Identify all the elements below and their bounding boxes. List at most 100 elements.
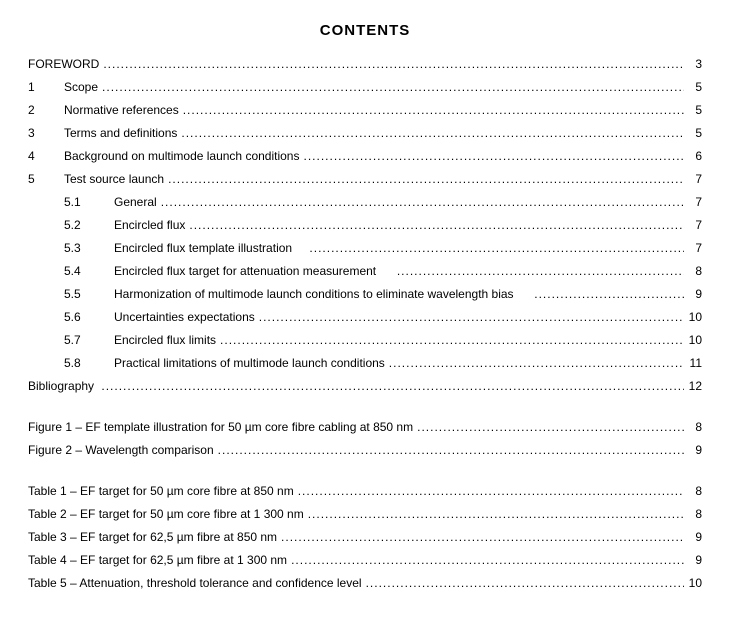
toc-label: Encircled flux template illustration [114,241,309,256]
leader-dots [102,80,684,95]
toc-label: Table 4 – EF target for 62,5 µm fibre at… [28,553,291,568]
toc-page: 10 [684,310,702,325]
toc-label: Figure 1 – EF template illustration for … [28,420,417,435]
toc-page: 5 [684,80,702,95]
toc-label: Encircled flux [114,218,189,233]
toc-number: 3 [28,126,64,141]
spacer [28,466,702,484]
toc-number: 5.3 [64,241,114,256]
toc-entry: 5Test source launch7 [28,172,702,187]
toc-page: 7 [684,195,702,210]
leader-dots [259,310,684,325]
toc-label: Test source launch [64,172,168,187]
leader-dots [309,241,684,256]
leader-dots [181,126,684,141]
toc-label: Table 3 – EF target for 62,5 µm fibre at… [28,530,281,545]
toc-entry: Table 2 – EF target for 50 µm core fibre… [28,507,702,522]
toc-entry: 5.7Encircled flux limits 10 [28,333,702,348]
toc-number: 5.7 [64,333,114,348]
toc-entry: 5.8Practical limitations of multimode la… [28,356,702,371]
toc-page: 5 [684,103,702,118]
leader-dots [183,103,684,118]
toc-page: 11 [684,356,702,371]
toc-page: 6 [684,149,702,164]
toc-number: 5.2 [64,218,114,233]
toc-page: 8 [684,420,702,435]
toc-label: Scope [64,80,102,95]
toc-label: General [114,195,161,210]
toc-page: 5 [684,126,702,141]
toc-page: 7 [684,172,702,187]
leader-dots [218,443,684,458]
toc-label: Uncertainties expectations [114,310,259,325]
toc-entry: FOREWORD 3 [28,57,702,72]
toc-label: Encircled flux limits [114,333,220,348]
toc-page: 9 [684,287,702,302]
toc-label: Encircled flux target for attenuation me… [114,264,397,279]
toc-number: 5.8 [64,356,114,371]
leader-dots [103,57,684,72]
toc-entry: 5.2Encircled flux 7 [28,218,702,233]
toc-number: 1 [28,80,64,95]
toc-entry: 2Normative references 5 [28,103,702,118]
toc-entry: Table 5 – Attenuation, threshold toleran… [28,576,702,591]
toc-number: 5.5 [64,287,114,302]
toc-entry: Table 3 – EF target for 62,5 µm fibre at… [28,530,702,545]
leader-dots [291,553,684,568]
toc-entry: Table 4 – EF target for 62,5 µm fibre at… [28,553,702,568]
toc-entry: 5.3Encircled flux template illustration … [28,241,702,256]
leader-dots [298,484,684,499]
leader-dots [389,356,684,371]
toc-number: 4 [28,149,64,164]
leader-dots [534,287,684,302]
toc-label: Background on multimode launch condition… [64,149,303,164]
toc-entry: Figure 2 – Wavelength comparison 9 [28,443,702,458]
toc-label: Practical limitations of multimode launc… [114,356,389,371]
toc-page: 7 [684,241,702,256]
leader-dots [168,172,684,187]
toc-page: 8 [684,507,702,522]
toc-entry: 5.4Encircled flux target for attenuation… [28,264,702,279]
toc-number: 2 [28,103,64,118]
toc-page: 12 [684,379,702,394]
toc-number: 5.4 [64,264,114,279]
leader-dots [161,195,684,210]
leader-dots [220,333,684,348]
toc-page: 7 [684,218,702,233]
leader-dots [101,379,684,394]
toc-entry: 4Background on multimode launch conditio… [28,149,702,164]
toc-page: 9 [684,530,702,545]
toc-entry: Table 1 – EF target for 50 µm core fibre… [28,484,702,499]
leader-dots [397,264,684,279]
toc-page: 9 [684,443,702,458]
toc-label: Harmonization of multimode launch condit… [114,287,534,302]
toc-page: 10 [684,333,702,348]
toc-entry: 5.6Uncertainties expectations 10 [28,310,702,325]
toc-label: Normative references [64,103,183,118]
toc-entry: 1Scope 5 [28,80,702,95]
toc-number: 5.6 [64,310,114,325]
toc-entry: 5.1General7 [28,195,702,210]
toc-label: FOREWORD [28,57,103,72]
page-title: CONTENTS [28,22,702,39]
toc-page: 8 [684,484,702,499]
toc-label: Terms and definitions [64,126,181,141]
leader-dots [281,530,684,545]
spacer [28,402,702,420]
leader-dots [189,218,684,233]
toc-page: 3 [684,57,702,72]
toc-entry: 3Terms and definitions 5 [28,126,702,141]
toc-label: Table 1 – EF target for 50 µm core fibre… [28,484,298,499]
table-of-contents: FOREWORD31Scope52Normative references53T… [28,57,702,591]
toc-label: Table 5 – Attenuation, threshold toleran… [28,576,366,591]
leader-dots [417,420,684,435]
toc-label: Table 2 – EF target for 50 µm core fibre… [28,507,308,522]
toc-label: Bibliography [28,379,101,394]
toc-page: 9 [684,553,702,568]
toc-page: 10 [684,576,702,591]
leader-dots [366,576,684,591]
toc-label: Figure 2 – Wavelength comparison [28,443,218,458]
toc-entry: Figure 1 – EF template illustration for … [28,420,702,435]
leader-dots [303,149,684,164]
toc-page: 8 [684,264,702,279]
